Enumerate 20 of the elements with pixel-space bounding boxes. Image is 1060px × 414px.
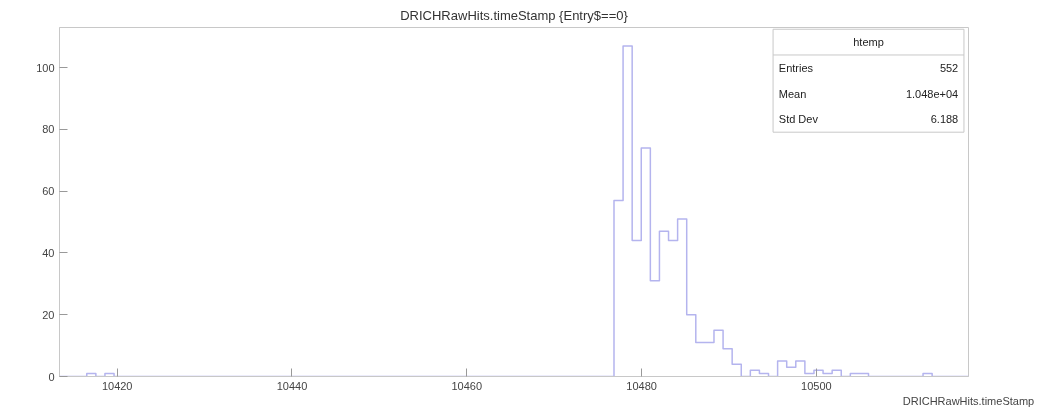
x-tick-label: 10420 xyxy=(101,379,133,392)
annotation: Std Dev xyxy=(778,113,819,126)
x-tick-label: 10440 xyxy=(276,379,308,392)
annotation: 552 xyxy=(939,61,959,74)
annotation: 1.048e+04 xyxy=(905,87,959,100)
x-tick-label: 10500 xyxy=(801,379,832,392)
x-axis-title: DRICHRawHits.timeStamp xyxy=(902,394,1035,407)
y-tick-label: 60 xyxy=(42,185,55,198)
y-tick-label: 100 xyxy=(36,61,55,74)
chart-title: DRICHRawHits.timeStamp {Entry$==0} xyxy=(400,7,629,23)
y-tick-label: 80 xyxy=(42,123,55,136)
annotation: 6.188 xyxy=(930,113,959,126)
y-tick-label: 40 xyxy=(42,246,55,259)
annotation: Entries xyxy=(778,61,814,74)
x-tick-label: 10480 xyxy=(626,379,657,392)
x-tick-label: 10460 xyxy=(451,379,483,392)
annotation: Mean xyxy=(778,87,807,100)
y-tick-label: 0 xyxy=(48,370,55,383)
y-tick-label: 20 xyxy=(42,308,55,321)
annotation: htemp xyxy=(853,36,884,49)
